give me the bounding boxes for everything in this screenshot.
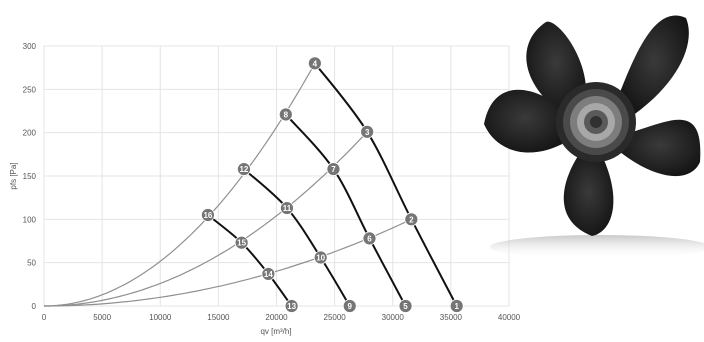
operating-point-7: 7 (326, 162, 341, 176)
operating-point-6: 6 (362, 231, 377, 246)
y-tick-label: 150 (23, 172, 37, 181)
y-axis-label: pfs [Pa] (9, 162, 18, 189)
operating-point-label: 10 (316, 253, 325, 262)
operating-point-label: 3 (365, 128, 370, 137)
operating-point-label: 14 (264, 270, 273, 279)
x-tick-label: 40000 (498, 313, 521, 322)
operating-point-marker (278, 107, 293, 122)
grid (43, 45, 510, 307)
operating-point-11: 11 (280, 201, 294, 215)
operating-point-13: 13 (284, 299, 299, 313)
operating-point-label: 1 (454, 302, 459, 311)
operating-point-label: 9 (348, 302, 353, 311)
operating-point-marker (398, 299, 413, 313)
operating-point-4: 4 (307, 56, 322, 71)
operating-point-marker (360, 124, 375, 139)
x-tick-label: 35000 (440, 313, 463, 322)
operating-point-marker (201, 208, 215, 222)
operating-point-label: 16 (203, 211, 212, 220)
y-tick-label: 100 (23, 215, 37, 224)
operating-point-marker (313, 250, 328, 265)
operating-point-marker (280, 201, 294, 215)
operating-point-8: 8 (278, 107, 293, 122)
operating-point-marker (404, 212, 419, 227)
fan-curve (314, 62, 458, 307)
axial-fan-impeller-icon (484, 15, 704, 259)
x-tick-label: 5000 (93, 313, 111, 322)
operating-point-label: 15 (237, 239, 246, 248)
x-tick-label: 20000 (265, 313, 288, 322)
x-tick-label: 15000 (207, 313, 230, 322)
y-tick-label: 0 (32, 302, 37, 311)
operating-point-label: 6 (367, 234, 372, 243)
system-curve (44, 218, 412, 307)
system-curve (43, 63, 316, 307)
operating-point-2: 2 (404, 212, 419, 227)
system-curves (43, 63, 412, 307)
operating-point-1: 1 (449, 299, 464, 313)
operating-point-marker (307, 56, 322, 71)
operating-point-16: 16 (201, 208, 215, 222)
fan-curve (207, 214, 293, 307)
operating-point-marker (261, 267, 276, 281)
y-tick-label: 300 (23, 42, 37, 51)
fan-curve (285, 113, 407, 307)
fan-curves (207, 62, 458, 307)
x-tick-label: 0 (42, 313, 47, 322)
operating-point-label: 8 (284, 110, 289, 119)
operating-point-marker (234, 235, 249, 250)
fan-curve (243, 168, 351, 307)
operating-point-marker (326, 162, 341, 176)
operating-point-label: 4 (313, 59, 318, 68)
operating-point-marker (449, 299, 464, 313)
system-curve (44, 131, 368, 307)
y-tick-label: 250 (23, 85, 37, 94)
operating-point-3: 3 (360, 124, 375, 139)
y-tick-label: 200 (23, 129, 37, 138)
operating-point-label: 11 (283, 204, 292, 213)
operating-point-marker (284, 299, 299, 313)
operating-point-label: 12 (239, 165, 248, 174)
operating-point-15: 15 (234, 235, 249, 250)
operating-point-9: 9 (342, 299, 357, 313)
operating-point-label: 2 (409, 215, 414, 224)
operating-point-14: 14 (261, 267, 276, 281)
operating-point-marker (237, 162, 251, 176)
operating-point-10: 10 (313, 250, 328, 265)
x-axis-label: qv [m³/h] (260, 327, 291, 336)
axis-ticks: 0 5000 10000 15000 20000 25000 30000 35000 40000… (23, 42, 521, 322)
operating-point-5: 5 (398, 299, 413, 313)
operating-point-label: 13 (287, 302, 296, 311)
operating-point-marker (362, 231, 377, 246)
x-tick-label: 30000 (382, 313, 405, 322)
operating-point-12: 12 (237, 162, 251, 176)
x-tick-label: 10000 (149, 313, 172, 322)
operating-point-label: 5 (403, 302, 408, 311)
x-tick-label: 25000 (324, 313, 347, 322)
y-tick-label: 50 (27, 259, 36, 268)
operating-point-label: 7 (331, 165, 336, 174)
operating-point-marker (342, 299, 357, 313)
